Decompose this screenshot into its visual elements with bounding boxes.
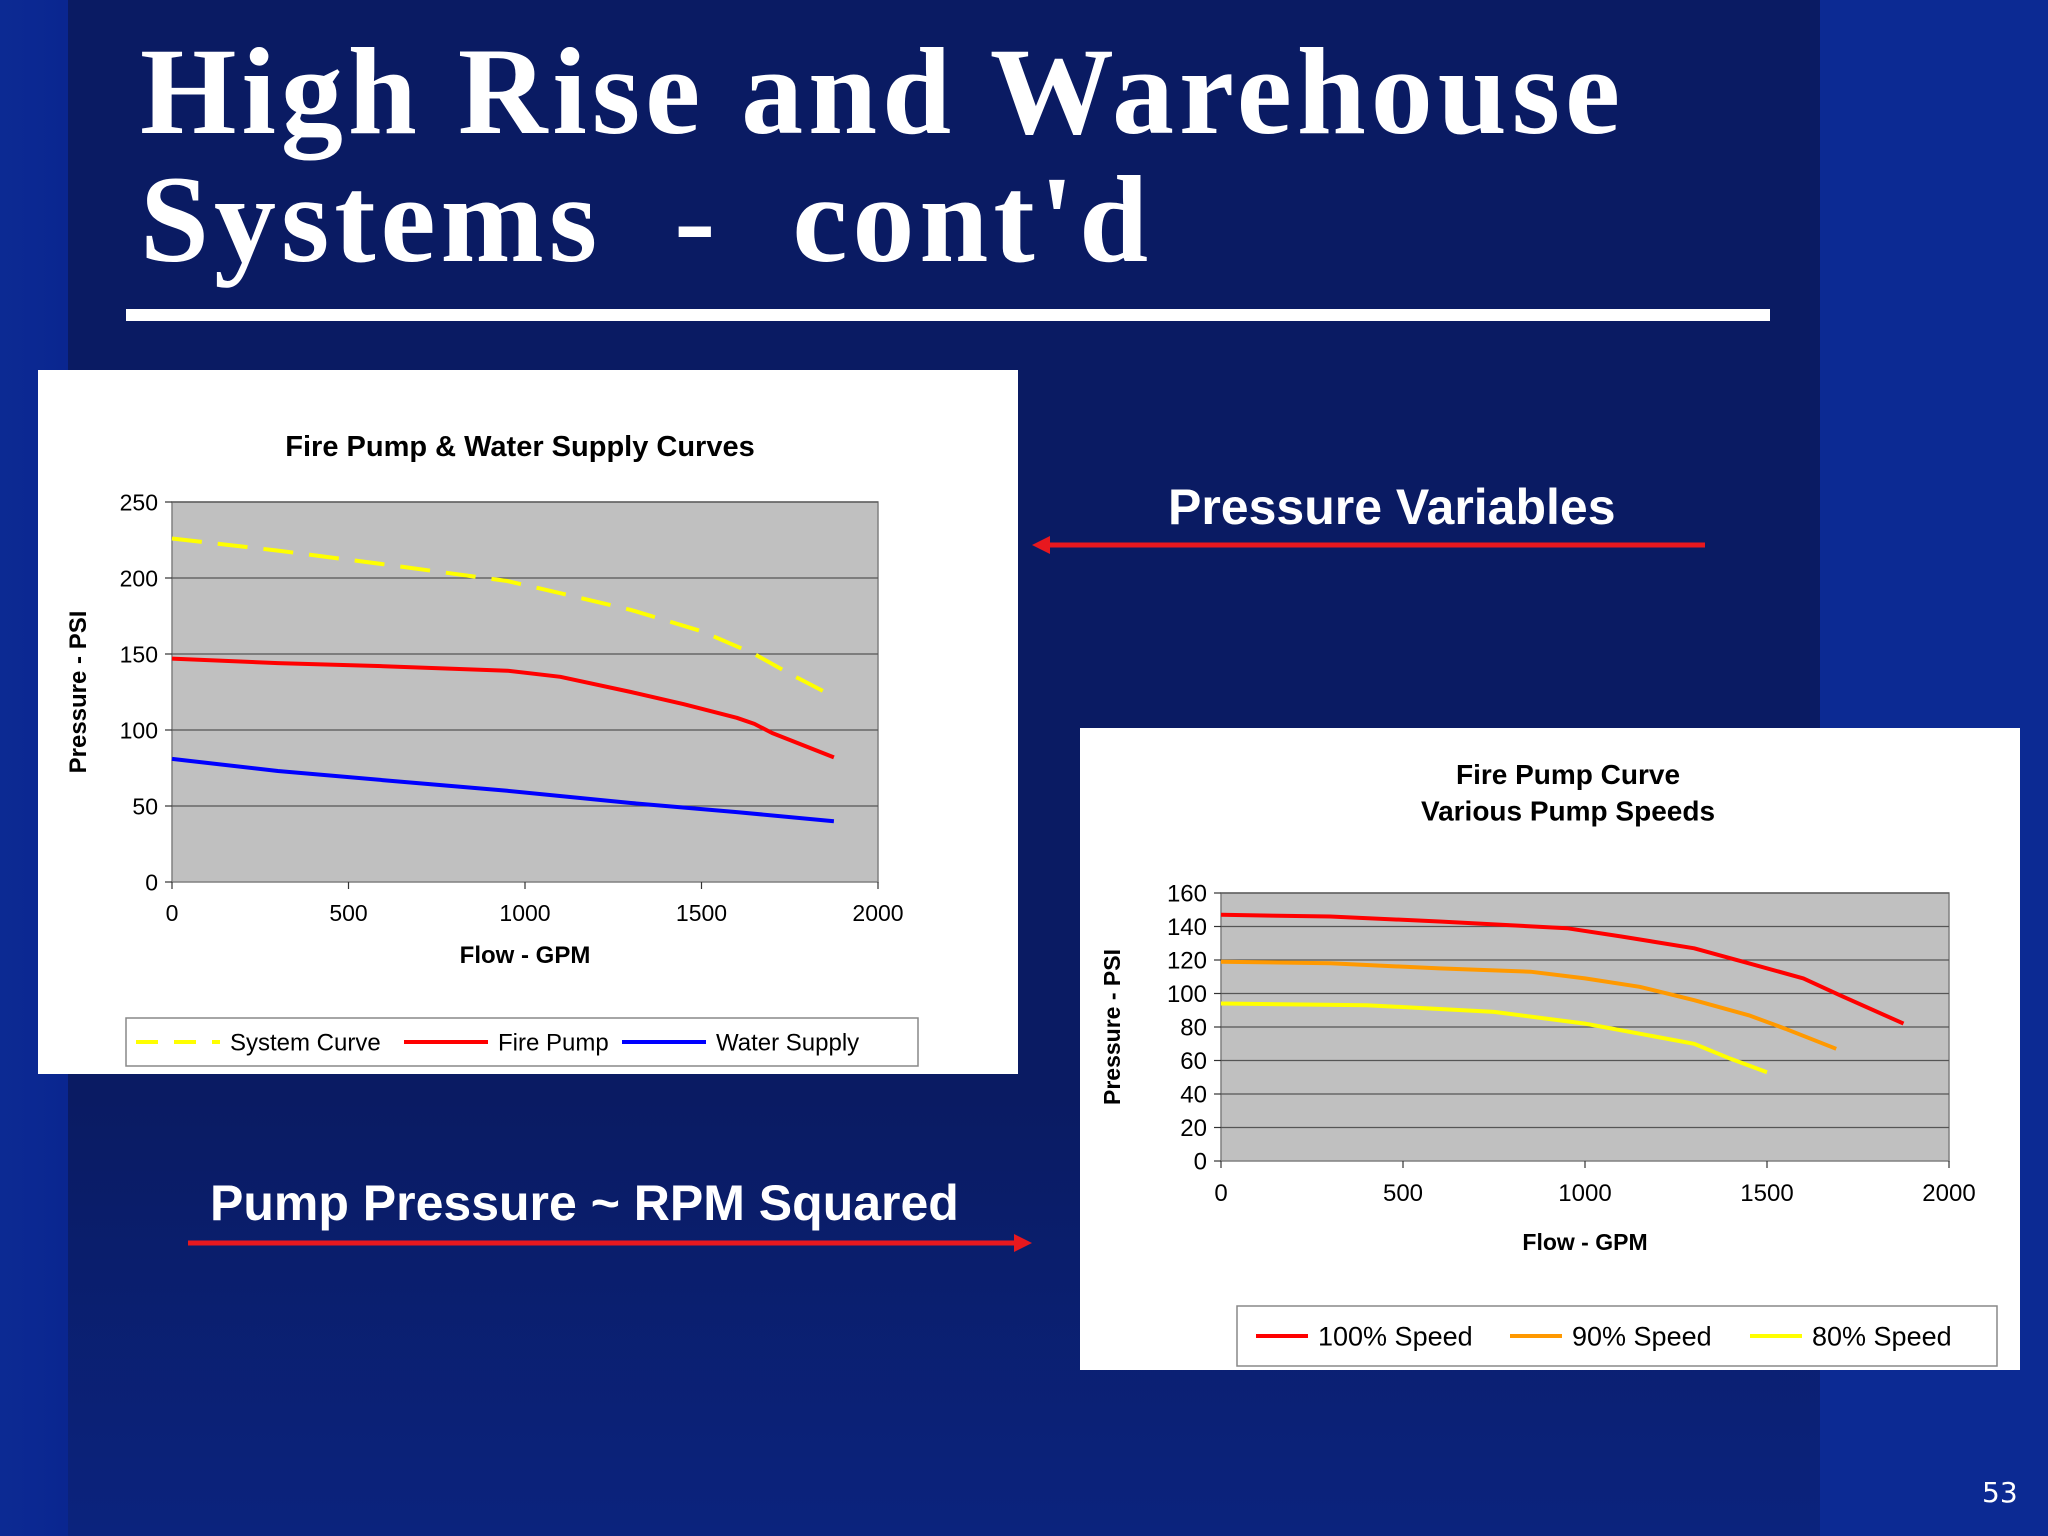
x-tick-label: 0	[166, 900, 179, 926]
plot-area	[171, 501, 879, 883]
legend-box	[1236, 1305, 1998, 1367]
x-tick-label: 1500	[676, 900, 727, 926]
y-tick-label: 250	[120, 489, 158, 515]
callout-rpm-squared: Pump Pressure ~ RPM Squared	[210, 1175, 959, 1231]
y-tick-label: 0	[1194, 1149, 1207, 1176]
y-tick-label: 100	[120, 717, 158, 743]
y-tick-label: 150	[120, 641, 158, 667]
series-line-2	[1220, 959, 1837, 1051]
y-tick-label: 20	[1180, 1115, 1207, 1142]
y-tick-label: 100	[1167, 981, 1207, 1008]
x-tick-label: 500	[329, 900, 367, 926]
chart-title: Fire Pump & Water Supply Curves	[285, 431, 754, 463]
legend-label-1: System Curve	[230, 1030, 381, 1057]
y-tick-label: 200	[120, 565, 158, 591]
x-tick-label: 1000	[499, 900, 550, 926]
y-axis-label: Pressure - PSI	[1099, 949, 1125, 1105]
slide-title: High Rise and Warehouse Systems - cont'd	[140, 28, 1625, 284]
y-axis-label: Pressure - PSI	[65, 611, 92, 774]
chart-supply-curves: Fire Pump & Water Supply Curves 0 50 100 150…	[65, 431, 919, 1067]
chart-pump-speeds: Fire Pump Curve Various Pump Speeds 0 20 40 6…	[1099, 759, 1998, 1367]
x-tick-label: 0	[1214, 1180, 1227, 1207]
legend-label-1: 100% Speed	[1318, 1322, 1473, 1352]
x-tick-label: 500	[1383, 1180, 1423, 1207]
slide-title-line-2: Systems - cont'd	[140, 151, 1154, 288]
x-axis-label: Flow - GPM	[460, 942, 591, 969]
x-tick-label: 2000	[1922, 1180, 1975, 1207]
legend-label-3: 80% Speed	[1812, 1322, 1952, 1352]
y-tick-label: 140	[1167, 914, 1207, 941]
series-line-3	[171, 756, 835, 824]
legend-box	[125, 1017, 919, 1067]
x-tick-label: 1000	[1558, 1180, 1611, 1207]
legend-label-3: Water Supply	[716, 1030, 859, 1057]
arrow-right-icon	[188, 1234, 1032, 1252]
series-line-3	[1220, 1001, 1768, 1075]
page-number: 53	[1982, 1476, 2018, 1509]
callout-pressure-variables: Pressure Variables	[1168, 479, 1616, 535]
y-tick-label: 50	[132, 793, 158, 819]
chart-panel-supply-curves: Fire Pump & Water Supply Curves 0 50 100 150…	[38, 370, 1018, 1074]
chart-subtitle: Various Pump Speeds	[1421, 795, 1715, 826]
y-tick-label: 120	[1167, 948, 1207, 975]
y-tick-label: 0	[145, 869, 158, 895]
legend-label-2: Fire Pump	[498, 1030, 609, 1057]
x-tick-label: 2000	[852, 900, 903, 926]
x-tick-label: 1500	[1740, 1180, 1793, 1207]
arrow-left-icon	[1032, 536, 1705, 554]
legend-label-2: 90% Speed	[1572, 1322, 1712, 1352]
title-underline	[126, 309, 1770, 321]
y-tick-label: 40	[1180, 1082, 1207, 1109]
series-line-1	[1220, 912, 1905, 1026]
y-tick-label: 160	[1167, 881, 1207, 908]
y-tick-label: 60	[1180, 1048, 1207, 1075]
series-line-2	[171, 656, 835, 760]
slide-title-line-1: High Rise and Warehouse	[140, 23, 1626, 160]
series-line-1	[171, 536, 835, 699]
y-tick-label: 80	[1180, 1015, 1207, 1042]
chart-panel-pump-speeds: Fire Pump Curve Various Pump Speeds 0 20 40 6…	[1080, 728, 2020, 1370]
chart-title: Fire Pump Curve	[1456, 759, 1680, 790]
x-axis-label: Flow - GPM	[1522, 1229, 1647, 1255]
